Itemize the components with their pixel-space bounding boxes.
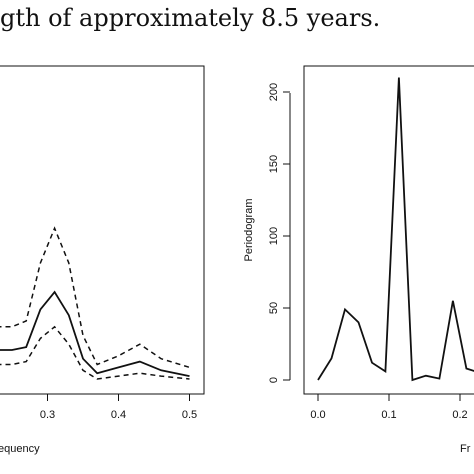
left-plot-frame — [0, 65, 205, 395]
right-chart: 0 50 100 150 200 0.0 0.1 0.2 Periodogram Fr — [243, 65, 474, 455]
right-series-line — [317, 77, 474, 382]
right-y-tick-label-4: 150 — [268, 155, 280, 173]
left-chart: 0.3 0.4 0.5 equency — [0, 65, 205, 455]
right-series-group — [317, 77, 474, 382]
right-y-tick-label-3: 100 — [268, 227, 280, 245]
right-y-axis: 0 50 100 150 200 — [268, 83, 291, 383]
right-x-axis-title: Fr — [460, 443, 471, 455]
left-x-tick-label-2: 0.4 — [111, 409, 126, 421]
right-x-tick-label-2: 0.1 — [381, 409, 396, 421]
right-plot-frame — [303, 65, 474, 395]
right-x-tick-label-1: 0.0 — [310, 409, 325, 421]
left-series-line-3 — [0, 325, 190, 380]
left-x-tick-label-1: 0.3 — [40, 409, 55, 421]
right-y-axis-title: Periodogram — [243, 199, 255, 262]
right-x-axis: 0.0 0.1 0.2 — [310, 393, 474, 421]
right-y-tick-label-2: 50 — [268, 302, 280, 314]
right-y-tick-label-1: 0 — [268, 377, 280, 383]
left-series-line-1 — [0, 226, 190, 369]
left-series-line-2 — [0, 290, 190, 377]
left-x-axis-title: equency — [0, 443, 40, 455]
caption-text: gth of approximately 8.5 years. — [0, 4, 381, 32]
right-x-tick-label-3: 0.2 — [452, 409, 467, 421]
left-series-group — [0, 226, 190, 380]
left-x-axis: 0.3 0.4 0.5 — [0, 393, 204, 421]
right-y-tick-label-5: 200 — [268, 83, 280, 101]
left-x-tick-label-3: 0.5 — [182, 409, 197, 421]
